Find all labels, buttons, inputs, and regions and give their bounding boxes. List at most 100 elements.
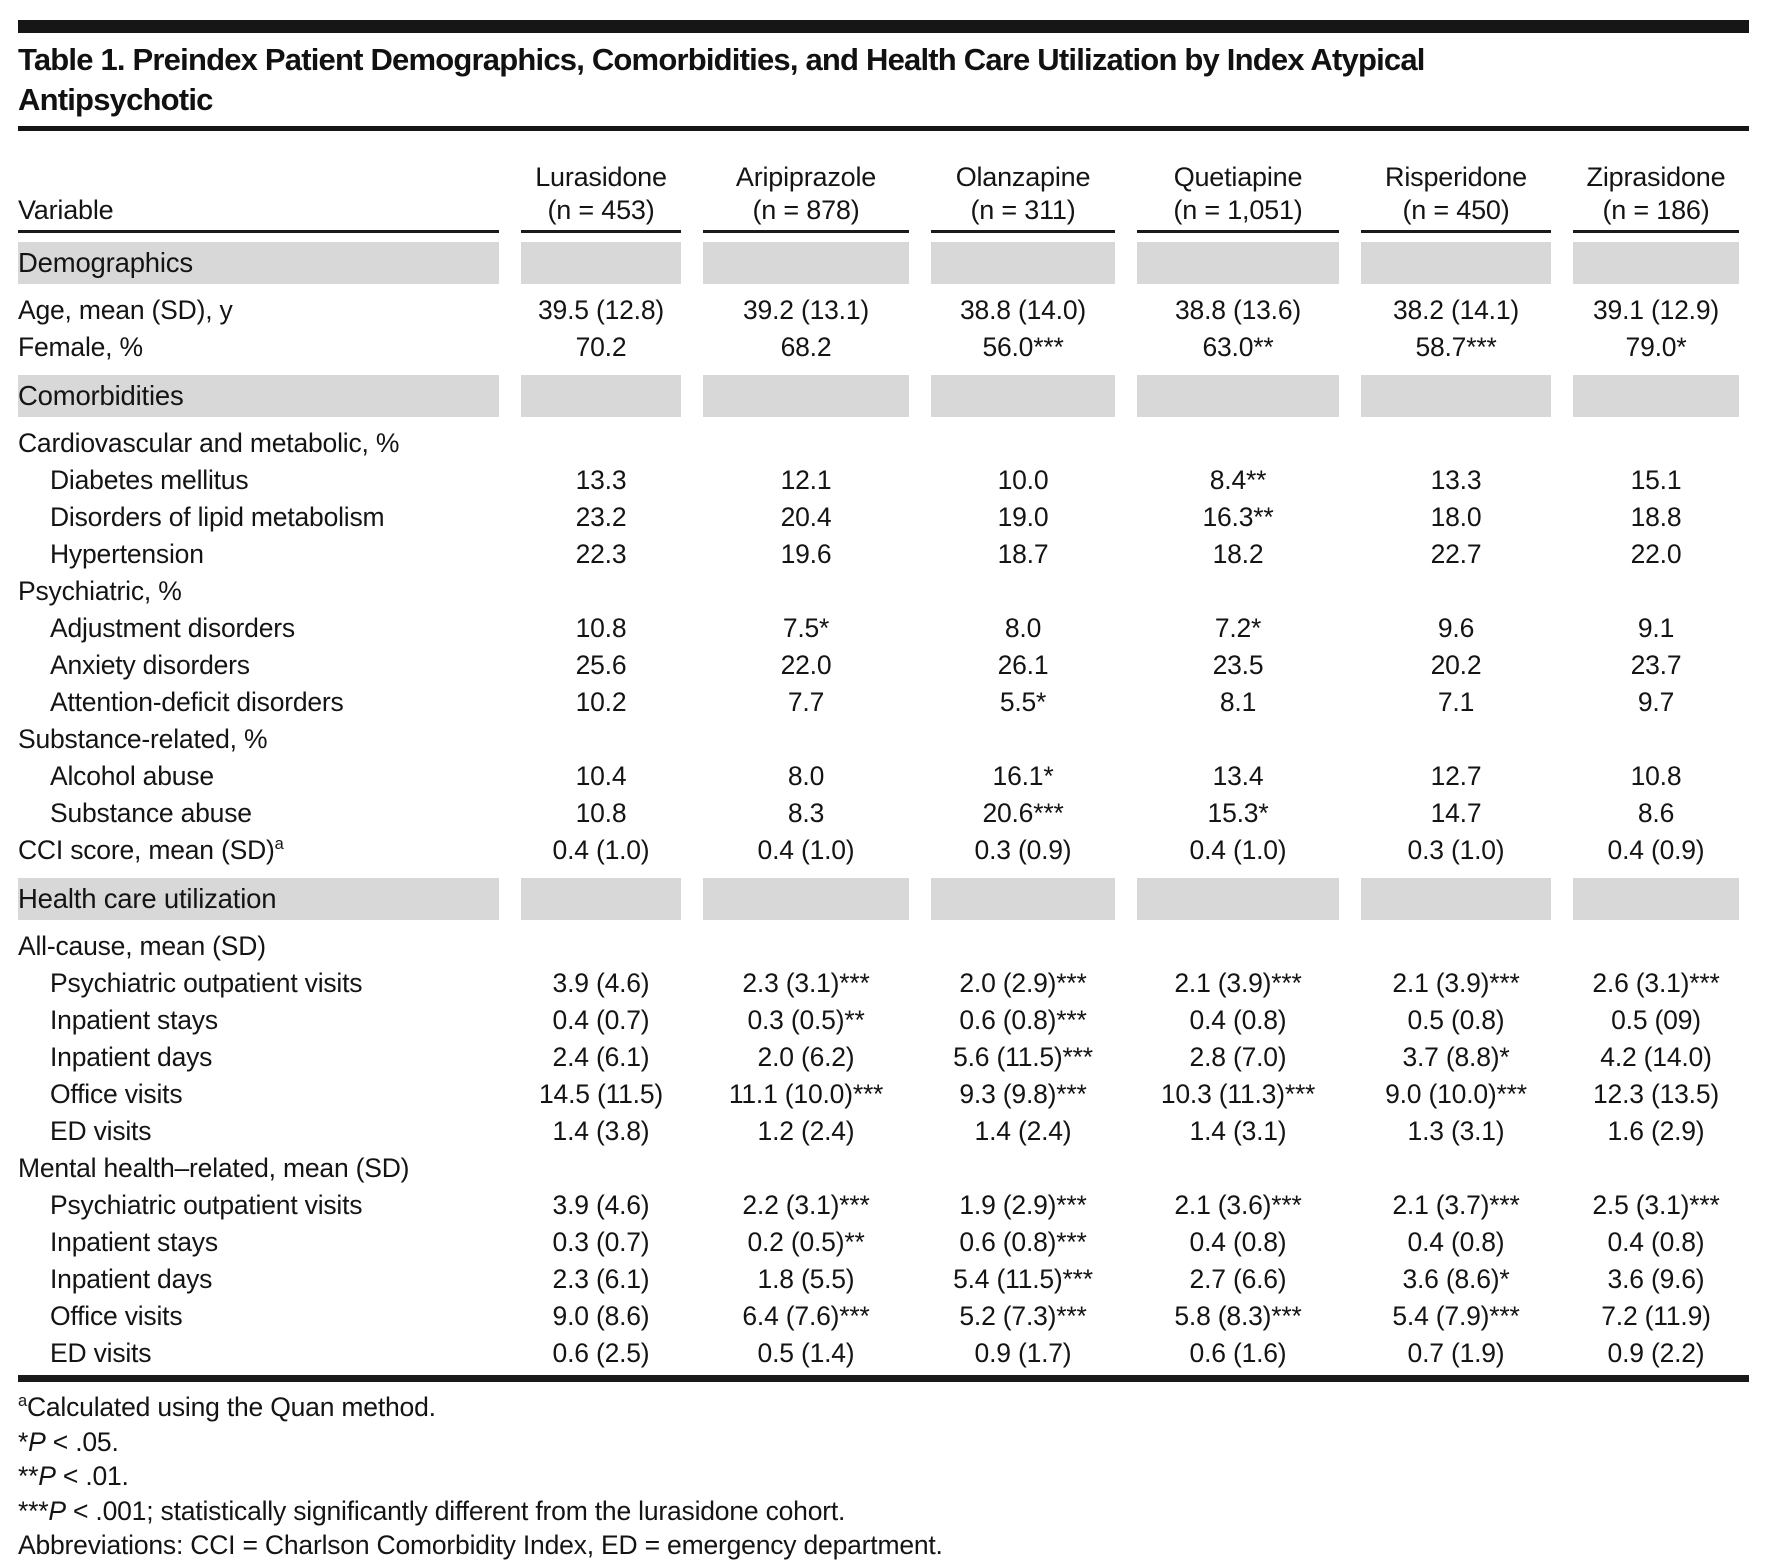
value-cell: 3.6 (9.6) — [1607, 1264, 1705, 1294]
drug-column-header: Quetiapine (n = 1,051) — [1137, 131, 1339, 233]
value-cell: 15.1 — [1630, 465, 1682, 495]
value-cell: 68.2 — [780, 332, 832, 362]
row-label: Inpatient stays — [50, 1005, 218, 1035]
row-label: Hypertension — [50, 539, 204, 569]
value-cell: 22.3 — [575, 539, 627, 569]
empty-cell — [1361, 869, 1551, 928]
value-cell: 19.6 — [780, 539, 832, 569]
value-cell: 6.4 (7.6)*** — [742, 1301, 870, 1331]
footnote-marker: a — [274, 835, 284, 854]
empty-cell — [1137, 869, 1339, 928]
value-cell: 0.5 (09) — [1611, 1005, 1701, 1035]
row-label: Diabetes mellitus — [50, 465, 249, 495]
value-cell: 8.4** — [1209, 465, 1267, 495]
drug-sample-size: (n = 311) — [970, 195, 1076, 225]
table-row: Adjustment disorders 10.8 7.5* 8.0 7.2* 9.6 9.… — [18, 610, 1739, 647]
empty-cell — [931, 233, 1115, 292]
value-cell: 9.7 — [1637, 687, 1675, 717]
value-cell: 22.7 — [1430, 539, 1482, 569]
value-cell: 3.7 (8.8)* — [1402, 1042, 1510, 1072]
table-row: Diabetes mellitus 13.3 12.1 10.0 8.4** 13.3 15… — [18, 462, 1739, 499]
table-row: Psychiatric outpatient visits 3.9 (4.6) 2.… — [18, 1187, 1739, 1224]
value-cell: 12.1 — [780, 465, 832, 495]
value-cell: 3.6 (8.6)* — [1402, 1264, 1510, 1294]
drug-name: Quetiapine — [1173, 162, 1303, 192]
empty-cell — [703, 573, 909, 610]
table-row: CCI score, mean (SD)a 0.4 (1.0) 0.4 (1.0) 0… — [18, 832, 1739, 869]
value-cell: 0.9 (1.7) — [974, 1338, 1072, 1368]
value-cell: 25.6 — [575, 650, 627, 680]
value-cell: 2.1 (3.9)*** — [1392, 968, 1520, 998]
value-cell: 7.7 — [787, 687, 825, 717]
footnote-line: **P < .01. — [18, 1461, 129, 1491]
empty-cell — [1137, 721, 1339, 758]
drug-name: Olanzapine — [955, 162, 1091, 192]
drug-sample-size: (n = 450) — [1402, 195, 1510, 225]
empty-cell — [1573, 573, 1739, 610]
value-cell: 0.4 (0.8) — [1607, 1227, 1705, 1257]
value-cell: 1.4 (3.8) — [552, 1116, 650, 1146]
value-cell: 7.1 — [1437, 687, 1475, 717]
value-cell: 20.2 — [1430, 650, 1482, 680]
subheading-row: All-cause, mean (SD) — [18, 928, 1739, 965]
empty-cell — [703, 1150, 909, 1187]
footnote-line: *P < .05. — [18, 1426, 119, 1457]
table-row: Hypertension 22.3 19.6 18.7 18.2 22.7 22.0 — [18, 536, 1739, 573]
drug-name: Aripiprazole — [735, 162, 877, 192]
table-top-rule — [18, 20, 1749, 33]
table-row: Inpatient days 2.3 (6.1) 1.8 (5.5) 5.4 (11.… — [18, 1261, 1739, 1298]
value-cell: 0.6 (0.8)*** — [959, 1005, 1087, 1035]
table-row: Psychiatric outpatient visits 3.9 (4.6) 2.… — [18, 965, 1739, 1002]
value-cell: 22.0 — [780, 650, 832, 680]
row-label: ED visits — [50, 1338, 152, 1368]
empty-cell — [1361, 573, 1551, 610]
empty-cell — [1573, 366, 1739, 425]
value-cell: 0.4 (0.9) — [1607, 835, 1705, 865]
value-cell: 10.8 — [1630, 761, 1682, 791]
row-label: Inpatient days — [50, 1264, 213, 1294]
section-header-row: Demographics — [18, 233, 1739, 292]
value-cell: 0.9 (2.2) — [1607, 1338, 1705, 1368]
value-cell: 12.3 (13.5) — [1593, 1079, 1719, 1109]
value-cell: 0.4 (0.7) — [552, 1005, 650, 1035]
value-cell: 7.2* — [1214, 613, 1262, 643]
value-cell: 0.3 (0.9) — [974, 835, 1072, 865]
value-cell: 8.6 — [1637, 798, 1675, 828]
row-label: Demographics — [18, 233, 499, 292]
drug-sample-size: (n = 186) — [1602, 195, 1710, 225]
value-cell: 0.5 (0.8) — [1407, 1005, 1505, 1035]
row-label: Adjustment disorders — [50, 613, 295, 643]
value-cell: 26.1 — [997, 650, 1049, 680]
empty-cell — [1137, 1150, 1339, 1187]
row-label: Psychiatric, % — [18, 576, 182, 606]
value-cell: 0.7 (1.9) — [1407, 1338, 1505, 1368]
drug-column-header: Olanzapine (n = 311) — [931, 131, 1115, 233]
value-cell: 10.8 — [575, 798, 627, 828]
value-cell: 13.3 — [1430, 465, 1482, 495]
table-row: Office visits 9.0 (8.6) 6.4 (7.6)*** 5.2 (7… — [18, 1298, 1739, 1335]
empty-cell — [931, 573, 1115, 610]
empty-cell — [1573, 721, 1739, 758]
empty-cell — [1137, 425, 1339, 462]
value-cell: 5.2 (7.3)*** — [959, 1301, 1087, 1331]
value-cell: 38.8 (13.6) — [1175, 295, 1301, 325]
value-cell: 14.7 — [1430, 798, 1482, 828]
value-cell: 10.4 — [575, 761, 627, 791]
row-label: Inpatient stays — [50, 1227, 218, 1257]
empty-cell — [521, 573, 681, 610]
value-cell: 4.2 (14.0) — [1600, 1042, 1712, 1072]
table-row: ED visits 1.4 (3.8) 1.2 (2.4) 1.4 (2.4) 1.4 … — [18, 1113, 1739, 1150]
value-cell: 0.6 (2.5) — [552, 1338, 650, 1368]
title-rule — [18, 126, 1749, 131]
value-cell: 15.3* — [1207, 798, 1269, 828]
footnote-line: Abbreviations: CCI = Charlson Comorbidit… — [18, 1530, 943, 1560]
italic-p: P — [28, 1426, 46, 1457]
value-cell: 2.4 (6.1) — [552, 1042, 650, 1072]
value-cell: 9.0 (10.0)*** — [1385, 1079, 1527, 1109]
value-cell: 0.4 (1.0) — [552, 835, 650, 865]
table-row: Substance abuse 10.8 8.3 20.6*** 15.3* 14.7 8.… — [18, 795, 1739, 832]
value-cell: 1.2 (2.4) — [757, 1116, 855, 1146]
section-header-row: Health care utilization — [18, 869, 1739, 928]
value-cell: 0.3 (1.0) — [1407, 835, 1505, 865]
row-label: ED visits — [50, 1116, 152, 1146]
